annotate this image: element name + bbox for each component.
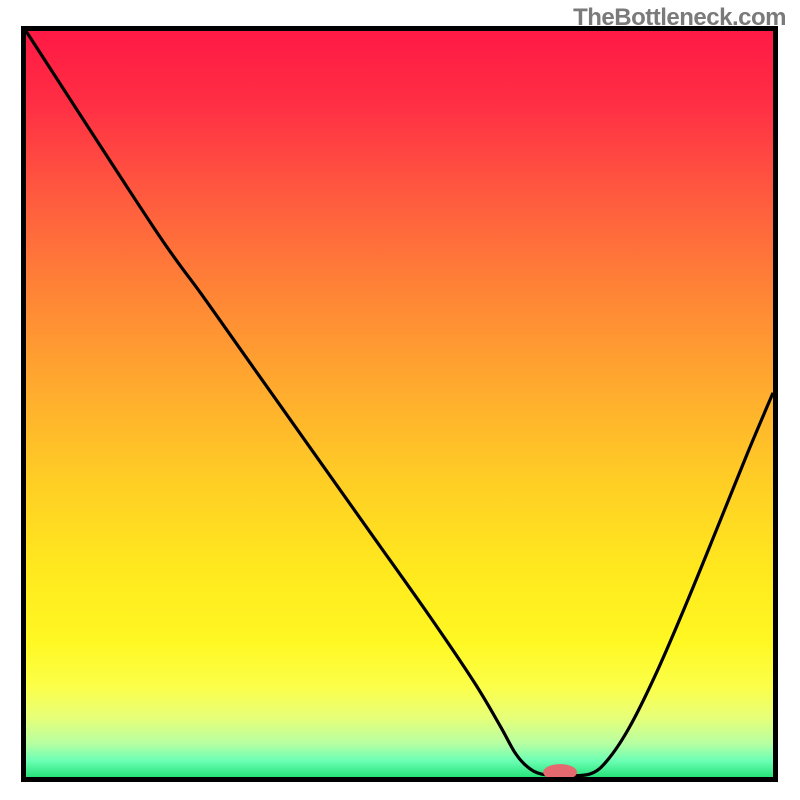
bottleneck-chart xyxy=(0,0,800,800)
watermark-text: TheBottleneck.com xyxy=(573,4,786,32)
chart-container: TheBottleneck.com xyxy=(0,0,800,800)
